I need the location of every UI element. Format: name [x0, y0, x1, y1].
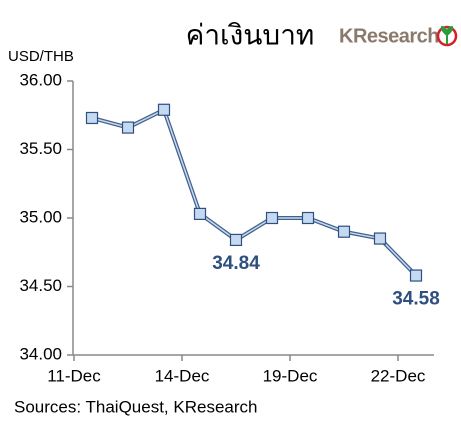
y-axis-label: USD/THB [8, 48, 74, 65]
y-tick-label: 35.50 [19, 139, 62, 158]
marker [337, 225, 351, 238]
marker [193, 207, 207, 220]
y-tick-label: 36.00 [19, 70, 62, 89]
value-label: 34.58 [392, 289, 440, 310]
source: Sources: ThaiQuest, KResearch [14, 397, 257, 416]
marker [373, 232, 387, 245]
value-label: 34.84 [212, 253, 260, 274]
x-tick-label: 19-Dec [263, 366, 318, 385]
chart-title: ค่าเงินบาท [186, 19, 315, 50]
x-tick-label: 22-Dec [371, 366, 426, 385]
marker [301, 211, 315, 225]
y-tick-label: 34.00 [19, 344, 62, 363]
logo: KResearch [339, 25, 439, 47]
marker [265, 211, 279, 225]
y-tick-label: 35.00 [19, 207, 62, 226]
y-tick-label: 34.50 [19, 276, 62, 295]
marker [229, 233, 243, 247]
series-line-shadow [91, 106, 418, 277]
marker [85, 111, 99, 125]
marker [157, 103, 171, 116]
logo-icon [436, 25, 458, 47]
x-tick-label: 11-Dec [47, 366, 101, 385]
marker [409, 269, 423, 282]
series-line [91, 108, 417, 277]
x-tick-label: 14-Dec [155, 366, 210, 385]
marker [121, 121, 135, 134]
